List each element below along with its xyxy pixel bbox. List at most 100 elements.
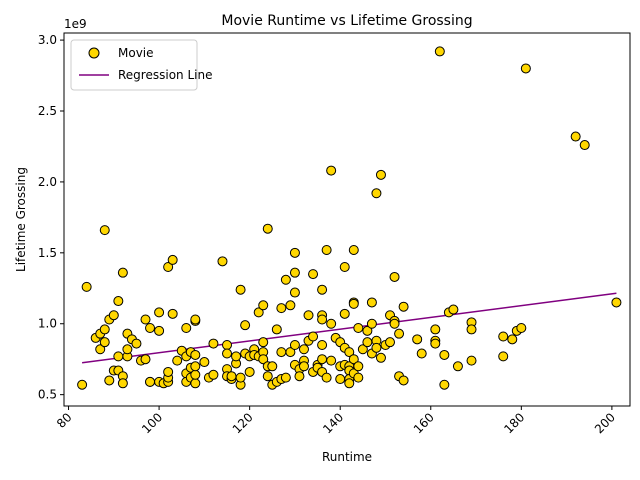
movie-point: [271, 324, 282, 335]
movie-point: [353, 361, 364, 372]
movie-point: [117, 267, 128, 278]
movie-point: [190, 361, 201, 372]
regression-line: [82, 292, 617, 364]
movie-point: [398, 375, 409, 386]
movie-point: [95, 344, 106, 355]
movie-point: [190, 378, 201, 389]
points-layer: [77, 46, 622, 390]
chart-title: Movie Runtime vs Lifetime Grossing: [221, 13, 472, 29]
movie-point: [244, 366, 255, 377]
y-tick-label: 0.5: [38, 388, 57, 402]
movie-point: [258, 300, 269, 311]
movie-point: [371, 342, 382, 353]
movie-point: [439, 349, 450, 360]
movie-point: [167, 308, 178, 319]
movie-point: [317, 354, 328, 365]
movie-point: [289, 340, 300, 351]
movie-point: [348, 244, 359, 255]
movie-point: [267, 361, 278, 372]
movie-point: [131, 338, 142, 349]
movie-point: [235, 372, 246, 383]
movie-point: [122, 344, 133, 355]
movie-point: [498, 351, 509, 362]
movie-point: [348, 298, 359, 309]
movie-point: [199, 357, 210, 368]
movie-point: [389, 271, 400, 282]
legend: Movie Regression Line: [70, 39, 212, 91]
movie-point: [231, 351, 242, 362]
y-tick-label: 1.5: [38, 246, 57, 260]
movie-point: [398, 301, 409, 312]
movie-point: [104, 375, 115, 386]
movie-point: [412, 334, 423, 345]
movie-point: [298, 344, 309, 355]
movie-point: [140, 354, 151, 365]
movie-point: [321, 244, 332, 255]
movie-point: [190, 314, 201, 325]
movie-point: [262, 223, 273, 234]
movie-point: [208, 369, 219, 380]
movie-point: [262, 371, 273, 382]
movie-point: [344, 378, 355, 389]
movie-point: [289, 287, 300, 298]
movie-point: [280, 372, 291, 383]
movie-point: [389, 318, 400, 329]
movie-point: [190, 349, 201, 360]
movie-point: [181, 322, 192, 333]
y-tick-label: 2.0: [38, 175, 57, 189]
movie-point: [303, 310, 314, 321]
movie-point: [308, 331, 319, 342]
movie-point: [163, 366, 174, 377]
movie-point: [321, 372, 332, 383]
movie-point: [339, 308, 350, 319]
movie-point: [439, 379, 450, 390]
movie-point: [362, 337, 373, 348]
movie-point: [217, 256, 228, 267]
movie-point: [466, 355, 477, 366]
movie-point: [357, 344, 368, 355]
movie-point: [226, 371, 237, 382]
movie-point: [375, 352, 386, 363]
movie-point: [448, 304, 459, 315]
movie-point: [117, 378, 128, 389]
plot-frame: [63, 32, 631, 407]
movie-point: [394, 328, 405, 339]
movie-point: [326, 165, 337, 176]
movie-point: [570, 131, 581, 142]
movie-point: [222, 348, 233, 359]
movie-point: [113, 351, 124, 362]
y-axis-offset-label: 1e9: [64, 17, 87, 31]
movie-point: [258, 354, 269, 365]
movie-point: [317, 340, 328, 351]
movie-point: [172, 355, 183, 366]
movie-point: [289, 247, 300, 258]
movie-point: [113, 296, 124, 307]
movie-point: [145, 376, 156, 387]
movie-point: [235, 284, 246, 295]
legend-marker-movie: [88, 47, 100, 59]
movie-point: [353, 322, 364, 333]
movie-point: [317, 314, 328, 325]
movie-point: [253, 307, 264, 318]
movie-point: [163, 262, 174, 273]
movie-point: [99, 337, 110, 348]
movie-point: [99, 324, 110, 335]
movie-point: [430, 324, 441, 335]
movie-point: [452, 361, 463, 372]
legend-label-regression: Regression Line: [118, 68, 212, 82]
movie-point: [348, 354, 359, 365]
movie-point: [289, 267, 300, 278]
movie-point: [520, 63, 531, 74]
movie-point: [285, 347, 296, 358]
movie-point: [579, 140, 590, 151]
movie-point: [99, 225, 110, 236]
y-axis-label: Lifetime Grossing: [14, 167, 28, 272]
movie-point: [366, 318, 377, 329]
movie-point: [280, 274, 291, 285]
movie-point: [516, 322, 527, 333]
movie-point: [434, 46, 445, 57]
movie-point: [353, 372, 364, 383]
movie-point: [385, 337, 396, 348]
movie-point: [190, 369, 201, 380]
